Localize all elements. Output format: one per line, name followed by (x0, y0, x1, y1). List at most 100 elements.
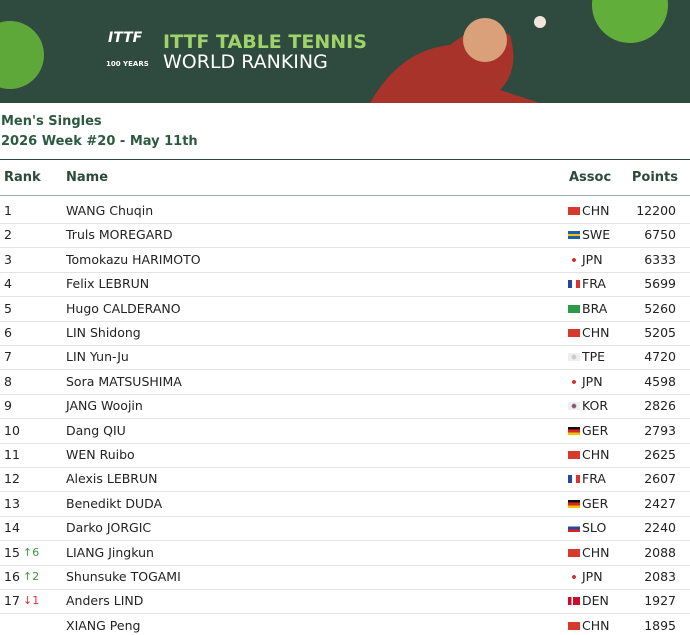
player-name: JANG Woojin (66, 398, 143, 414)
flag-icon (568, 621, 580, 630)
rank: 14 (4, 520, 20, 536)
assoc: JPN (582, 251, 603, 267)
points: 12200 (636, 203, 676, 218)
row-separator (0, 247, 690, 249)
row-separator (0, 418, 690, 420)
points: 2607 (644, 471, 676, 487)
rank-change: ↑2 (23, 570, 40, 583)
assoc: GER (582, 422, 609, 438)
row-separator (0, 296, 690, 298)
points: 2625 (644, 447, 676, 462)
points: 6333 (644, 251, 676, 267)
rank: 10 (4, 422, 20, 438)
rank: 6 (4, 325, 12, 340)
flag-icon (568, 231, 580, 240)
assoc: DEN (582, 593, 609, 609)
player-name: Felix LEBRUN (66, 276, 150, 292)
divider (0, 159, 690, 160)
rank-change: ↓1 (23, 594, 40, 608)
flag-icon (568, 524, 580, 533)
flag-icon (568, 597, 580, 606)
points: 1895 (644, 617, 676, 633)
assoc: SLO (582, 520, 607, 536)
event-title: Men's Singles (1, 114, 102, 129)
flag-icon (568, 255, 580, 264)
banner-art (0, 0, 668, 103)
rank: 11 (4, 447, 20, 462)
assoc: FRA (582, 471, 606, 487)
points: 2083 (644, 569, 676, 584)
flag-icon (568, 377, 580, 386)
rank: 8 (4, 373, 12, 389)
assoc: CHN (582, 447, 610, 462)
flag-icon (568, 475, 580, 484)
row-separator (0, 613, 690, 615)
flag-icon (568, 329, 580, 337)
row-separator (0, 320, 690, 322)
rank: 3 (4, 251, 12, 267)
flag-icon (568, 573, 580, 581)
flag-icon (568, 280, 580, 289)
player-name: Shunsuke TOGAMI (66, 569, 181, 584)
row-separator (0, 345, 690, 346)
points: 2826 (644, 398, 676, 414)
row-separator (0, 540, 690, 542)
row-separator (0, 393, 690, 395)
rank: 2 (4, 227, 12, 243)
rank: 5 (4, 300, 12, 316)
row-separator (0, 467, 690, 468)
player-name: LIN Yun-Ju (66, 349, 129, 365)
row-separator (0, 223, 690, 224)
points: 5699 (644, 276, 676, 292)
logo-subtext: 100 YEARS (106, 60, 149, 68)
assoc: TPE (582, 349, 606, 365)
assoc: SWE (582, 227, 611, 243)
player-name: Truls MOREGARD (66, 227, 173, 243)
points: 4598 (644, 373, 676, 389)
points: 6750 (644, 227, 676, 243)
rank: 9 (4, 398, 12, 414)
points: 1927 (644, 593, 676, 609)
rank: 1 (4, 203, 12, 218)
row-separator (0, 442, 690, 444)
flag-icon (568, 499, 580, 508)
assoc: CHN (582, 203, 610, 218)
column-header: Assoc (569, 170, 612, 185)
row-separator (0, 589, 690, 590)
rank-change: ↑6 (23, 545, 40, 559)
player-name: Benedikt DUDA (66, 495, 163, 511)
flag-icon (568, 207, 580, 215)
week-label: 2026 Week #20 - May 11th (1, 134, 198, 149)
flag-icon (568, 353, 580, 362)
rank: 7 (4, 349, 12, 365)
rank: 4 (4, 276, 12, 292)
player-name: Alexis LEBRUN (66, 471, 158, 487)
player-name: Hugo CALDERANO (66, 300, 181, 316)
row-separator (0, 369, 690, 371)
brand-subtitle: WORLD RANKING (163, 51, 328, 73)
rank: 16 (4, 569, 20, 584)
row-separator (0, 491, 690, 493)
assoc: CHN (582, 325, 610, 340)
flag-icon (568, 426, 580, 435)
assoc: JPN (582, 569, 603, 584)
player-name: LIANG Jingkun (66, 544, 154, 560)
points: 2793 (644, 422, 676, 438)
flag-icon (568, 451, 580, 459)
player-name: Darko JORGIC (66, 520, 152, 536)
player-name: WANG Chuqin (66, 203, 154, 218)
brand-title: ITTF TABLE TENNIS (163, 31, 367, 53)
points: 2088 (644, 544, 676, 560)
rank: 12 (4, 471, 20, 487)
assoc: CHN (582, 544, 610, 560)
assoc: KOR (582, 398, 609, 414)
assoc: CHN (582, 617, 610, 633)
points: 2240 (644, 520, 676, 536)
flag-icon (568, 402, 580, 411)
rank: 13 (4, 495, 20, 511)
player-name: XIANG Peng (66, 617, 141, 633)
player-name: LIN Shidong (66, 325, 141, 340)
column-header: Name (66, 170, 109, 185)
column-header: Points (631, 170, 678, 185)
